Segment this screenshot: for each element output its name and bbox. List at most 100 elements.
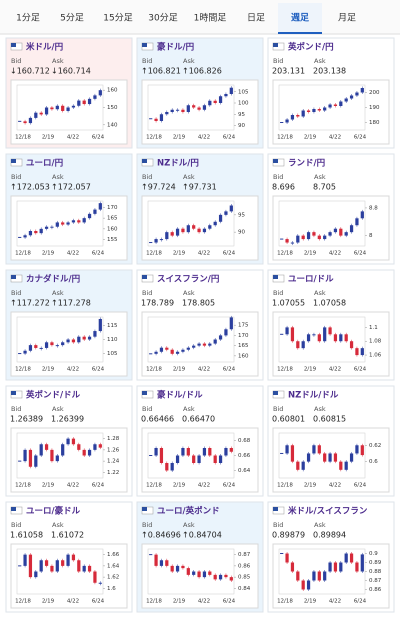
rate-card[interactable]: 米ドル/円 Bid Ask↓160.712 ↓160.714 160 150 140 12/1… bbox=[5, 37, 133, 149]
candle bbox=[301, 580, 305, 590]
tab[interactable]: 30分足 bbox=[148, 13, 177, 24]
rate-card[interactable]: 豪ドル/円 Bid Ask↑106.821 ↑106.826 105 100 95 90 12/… bbox=[136, 37, 264, 149]
chart-box bbox=[272, 311, 390, 377]
chart-box bbox=[141, 543, 259, 609]
plot-frame bbox=[16, 548, 104, 595]
candle bbox=[71, 220, 76, 223]
candle bbox=[165, 560, 169, 566]
candle bbox=[87, 336, 92, 340]
candle bbox=[149, 353, 153, 355]
candle bbox=[360, 348, 364, 356]
bid-value: 1.07055 bbox=[272, 299, 305, 308]
candle bbox=[344, 98, 348, 102]
plot-frame bbox=[278, 316, 366, 363]
x-tick-label: 12/18 bbox=[15, 599, 31, 605]
x-tick-label: 6/24 bbox=[354, 367, 367, 373]
candle bbox=[280, 452, 284, 454]
y-tick-label: 170 bbox=[107, 205, 118, 211]
x-tick-label: 2/19 bbox=[173, 483, 186, 489]
bid-value: ↑172.053 bbox=[10, 183, 50, 192]
candle bbox=[280, 333, 284, 335]
rate-card[interactable]: 米ドル/スイスフラン Bid Ask 0.89879 0.89894 0.9 0.89 0.8… bbox=[267, 501, 395, 613]
candle bbox=[44, 107, 49, 115]
candle bbox=[93, 571, 97, 583]
chart-box bbox=[141, 195, 259, 261]
y-tick-label: 8 bbox=[369, 233, 373, 239]
tab[interactable]: 5分足 bbox=[60, 13, 84, 24]
candle bbox=[39, 228, 43, 234]
y-tick-label: 0.6 bbox=[369, 459, 378, 465]
rate-card[interactable]: ユーロ/英ポンド Bid Ask↑0.84696 ↑0.84704 0.87 0.86 0.… bbox=[136, 501, 264, 613]
x-tick-label: 6/24 bbox=[223, 483, 236, 489]
rate-card[interactable]: スイスフラン/円 Bid Ask 178.789 178.805 175 170 165 160… bbox=[136, 269, 264, 381]
candle bbox=[344, 232, 348, 236]
y-tick-label: 0.68 bbox=[238, 438, 251, 444]
tab[interactable]: 1分足 bbox=[16, 13, 40, 24]
candle bbox=[360, 211, 364, 219]
candle bbox=[285, 553, 289, 563]
candle bbox=[55, 222, 59, 227]
rate-card[interactable]: NZドル/ドル Bid Ask 0.60801 0.60815 0.62 0.6 12/18 2… bbox=[267, 385, 395, 497]
ask-label: Ask bbox=[52, 521, 64, 529]
rate-card[interactable]: ユーロ/ドル Bid Ask 1.07055 1.07058 1.1 1.08 1.06 12/… bbox=[267, 269, 395, 381]
candle bbox=[280, 122, 284, 123]
candle bbox=[192, 455, 196, 463]
candle bbox=[82, 100, 86, 105]
pair-name: ユーロ/ドル bbox=[288, 275, 334, 285]
candle bbox=[39, 444, 43, 456]
x-tick-label: 6/24 bbox=[92, 599, 105, 605]
flag-mark bbox=[11, 159, 16, 163]
candle bbox=[229, 205, 233, 212]
x-tick-label: 6/24 bbox=[354, 599, 367, 605]
rate-card[interactable]: ランド/円 Bid Ask 8.696 8.705 8.8 8 12/18 2/19 4/22 6/… bbox=[267, 153, 395, 265]
rate-card[interactable]: 豪ドル/ドル Bid Ask 0.66466 0.66470 0.68 0.66 0.64 12… bbox=[136, 385, 264, 497]
y-tick-label: 1.64 bbox=[107, 563, 120, 569]
y-tick-label: 90 bbox=[238, 123, 245, 129]
rate-card[interactable]: NZドル/円 Bid Ask ↑97.724 ↑97.731 95 90 12/18 2/19 4… bbox=[136, 153, 264, 265]
flag-mark bbox=[142, 391, 147, 395]
candle bbox=[34, 231, 38, 234]
candle bbox=[154, 239, 158, 243]
ask-value: ↑172.057 bbox=[51, 183, 91, 192]
tab[interactable]: 週足 bbox=[291, 13, 310, 24]
x-tick-label: 2/19 bbox=[304, 367, 317, 373]
tab[interactable]: 月足 bbox=[338, 13, 356, 24]
x-tick-label: 6/24 bbox=[223, 367, 236, 373]
candle bbox=[339, 562, 343, 572]
bid-label: Bid bbox=[142, 173, 152, 181]
candle bbox=[328, 562, 332, 572]
y-tick-label: 160 bbox=[107, 88, 118, 94]
candle bbox=[355, 92, 359, 96]
candle bbox=[175, 455, 180, 463]
tab[interactable]: 日足 bbox=[247, 13, 265, 24]
candle bbox=[213, 100, 217, 103]
candle bbox=[149, 118, 153, 120]
tab[interactable]: 15分足 bbox=[103, 13, 132, 24]
bid-label: Bid bbox=[11, 289, 21, 297]
candle bbox=[218, 214, 223, 222]
ask-label: Ask bbox=[314, 405, 326, 413]
rate-card[interactable]: カナダドル/円 Bid Ask↑117.272 ↑117.278 115 110 105 12… bbox=[5, 269, 133, 381]
ask-label: Ask bbox=[52, 57, 64, 65]
tab[interactable]: 1時間足 bbox=[194, 13, 227, 24]
candle bbox=[71, 339, 76, 343]
candle bbox=[82, 218, 86, 223]
plot-frame bbox=[147, 200, 235, 247]
candle bbox=[154, 351, 158, 354]
candle bbox=[98, 90, 102, 96]
ask-value: ↑117.278 bbox=[51, 299, 91, 308]
candle bbox=[323, 327, 327, 342]
bid-value: ↑106.821 bbox=[141, 67, 181, 76]
bid-value: ↑97.724 bbox=[141, 183, 176, 192]
rate-card[interactable]: 英ポンド/ドル Bid Ask 1.26389 1.26399 1.28 1.26 1.24 1… bbox=[5, 385, 133, 497]
y-tick-label: 0.85 bbox=[238, 575, 251, 581]
rate-card[interactable]: 英ポンド/円 Bid Ask 203.131 203.138 200 190 180 12/18… bbox=[267, 37, 395, 149]
x-tick-label: 4/22 bbox=[329, 367, 341, 373]
candle bbox=[208, 100, 212, 106]
candle bbox=[229, 577, 233, 581]
candle bbox=[213, 574, 217, 580]
rate-card[interactable]: ユーロ/豪ドル Bid Ask 1.61058 1.61072 1.66 1.64 1.62 1… bbox=[5, 501, 133, 613]
rate-card[interactable]: ユーロ/円 Bid Ask↑172.053 ↑172.057 170 165 160 155 1… bbox=[5, 153, 133, 265]
candle bbox=[202, 228, 207, 233]
